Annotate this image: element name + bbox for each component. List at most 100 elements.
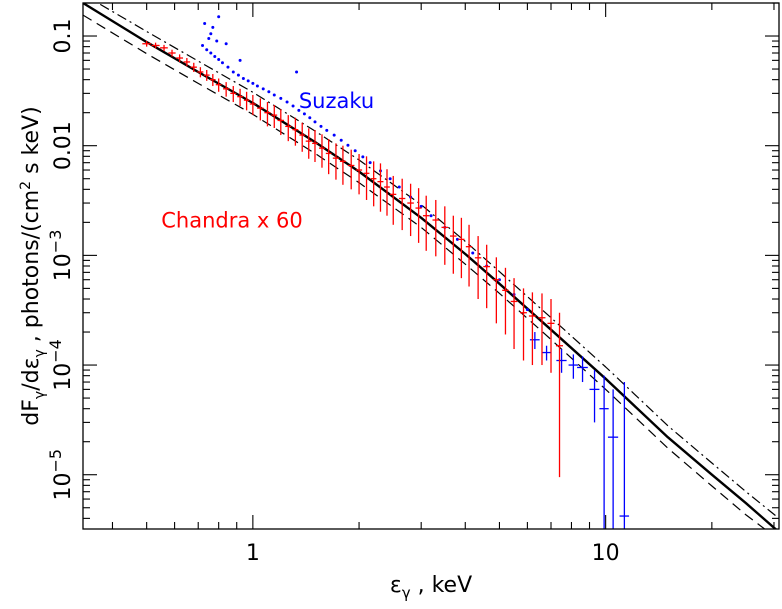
data-point-red [197,67,204,78]
data-point-red [555,312,563,478]
data-point-blue-dot [211,25,215,29]
data-point-red [243,91,250,111]
data-point-red [292,117,299,146]
data-point-red [257,98,264,121]
y-tick-label: 0.1 [51,19,76,54]
y-axis-title-part: γ [32,349,48,357]
data-point-blue-dot [325,128,329,132]
data-point-red [528,292,536,366]
data-point-red [347,149,355,190]
data-point-blue-dot [231,70,235,74]
data-point-blue-dot [525,308,529,312]
data-point-blue-dot [388,177,392,181]
data-point-blue-dot [213,55,217,59]
data-point-red [390,175,397,225]
plot-frame [82,2,780,530]
data-point-red [520,288,527,361]
data-point-blue-dot [313,120,317,124]
data-point-red [407,183,414,237]
data-point-red [277,109,284,136]
y-tick-label: 10−5 [46,449,76,501]
model-curve-dashdot [96,3,779,519]
y-tick-label: 10−4 [46,339,76,391]
data-point-red [538,293,546,366]
data-point-blue-dot [368,161,372,165]
annotations: Suzaku Chandra x 60 [161,89,374,232]
data-point-red [363,156,370,200]
data-point-red [377,163,384,212]
data-point-blue-dot [361,155,365,159]
x-axis-title-unit: , keV [411,573,473,598]
data-point-blue-dot [220,61,224,65]
data-point-red [332,143,340,180]
y-axis-title: dFγ/dεγ , photons/(cm2 s keV) [18,106,48,425]
data-point-blue-dot [419,204,423,208]
model-curves [83,3,779,529]
data-point-red [160,44,168,52]
data-point-blue-dot [217,15,221,19]
y-axis-title-part: 2 [18,181,34,190]
data-point-red [483,244,490,309]
y-tick-label-exponent: −3 [46,230,65,254]
y-axis-title-part: /dε [19,357,44,390]
y-axis-title-part: s keV) [19,106,44,181]
data-point-red [319,134,325,168]
x-axis-title-symbol: ε [390,573,402,598]
data-point-blue-dot [203,22,207,26]
data-point-blue-dot [455,237,459,241]
y-tick-label-base: 10 [51,472,76,500]
y-axis-title-part: γ [32,391,48,399]
data-point-red [325,139,332,175]
data-point-red [449,215,457,274]
data-point-blue-errorbar [577,356,588,383]
data-point-red [422,195,430,251]
data-point-blue-dot [205,48,209,52]
model-curve-solid [83,3,778,529]
data-point-red [237,88,243,107]
data-point-blue-dot [285,100,289,104]
data-point-red [215,78,222,92]
data-point-blue-dot [353,149,357,153]
data-point-red [547,299,555,373]
data-point-blue-dot [297,108,301,112]
data-point-red [230,86,237,103]
data-point-blue-dot [238,58,242,62]
data-point-blue-dot [429,214,433,218]
y-axis-title-part: dF [19,399,44,426]
data-points [142,15,630,529]
data-point-red [441,206,449,265]
data-point-blue-errorbar [619,382,630,529]
x-tick-label: 1 [246,541,260,566]
data-point-blue-dot [246,79,250,83]
data-point-red [465,224,473,287]
data-point-red [223,82,230,97]
data-point-red [474,236,482,300]
data-point-blue-dot [397,185,401,189]
data-point-blue-errorbar [599,375,609,529]
data-point-red [415,188,422,243]
x-axis-title: εγ , keV [390,573,472,602]
data-point-red [398,178,406,231]
data-point-red [502,267,509,335]
data-point-red [142,41,151,47]
y-tick-label-text: 10−4 [46,339,76,391]
data-point-blue-errorbar [529,332,540,350]
x-tick-label: 10 [592,541,620,566]
data-point-red [299,122,305,152]
data-point-red [458,217,465,279]
data-point-blue-dot [207,36,211,40]
y-tick-label-exponent: −5 [46,449,65,473]
data-point-red [190,62,197,72]
data-point-red [339,145,346,185]
data-point-red [355,153,363,195]
data-point-red [510,278,518,350]
data-point-blue-dot [209,51,213,55]
y-tick-label-base: 10 [51,363,76,391]
suzaku-label: Suzaku [299,89,374,113]
data-point-red [176,54,184,62]
y-tick-label-text: 10−3 [46,230,76,282]
data-point-blue-dot [241,76,245,80]
data-point-blue-dot [279,96,283,100]
